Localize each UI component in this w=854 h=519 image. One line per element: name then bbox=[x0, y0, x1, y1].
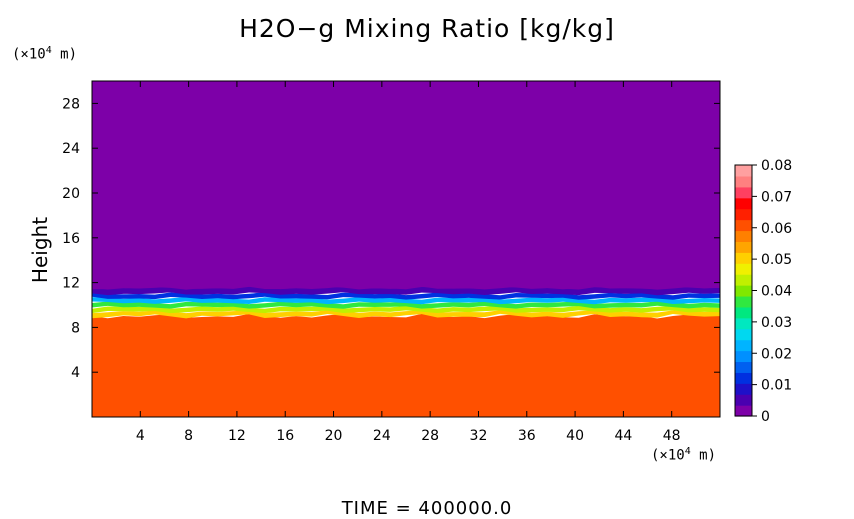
colorbar-swatch bbox=[735, 186, 752, 199]
y-tick-label: 24 bbox=[62, 141, 80, 157]
y-tick-label: 8 bbox=[71, 320, 80, 336]
colorbar-swatch bbox=[735, 372, 752, 384]
x-tick-label: 32 bbox=[470, 428, 488, 444]
contour-field bbox=[92, 81, 720, 417]
colorbar-swatch bbox=[735, 405, 752, 417]
y-tick-label: 12 bbox=[62, 276, 80, 292]
colorbar-swatch bbox=[735, 394, 752, 406]
colorbar-swatch bbox=[735, 263, 752, 275]
x-tick-label: 40 bbox=[566, 428, 584, 444]
x-tick-label: 12 bbox=[228, 428, 246, 444]
colorbar-tick-label: 0 bbox=[761, 409, 770, 425]
x-tick-label: 24 bbox=[373, 428, 391, 444]
colorbar-tick-label: 0.03 bbox=[761, 315, 792, 331]
plot-frame bbox=[91, 80, 721, 418]
x-tick-label: 48 bbox=[663, 428, 681, 444]
y-tick-label: 16 bbox=[62, 231, 80, 247]
contour-layer bbox=[92, 301, 720, 309]
colorbar-tick-label: 0.07 bbox=[761, 189, 792, 205]
colorbar-swatch bbox=[735, 197, 752, 210]
chart-title: H2O−g Mixing Ratio [kg/kg] bbox=[239, 14, 615, 43]
y-tick-label: 4 bbox=[71, 365, 80, 381]
colorbar-swatch bbox=[735, 165, 752, 177]
colorbar-swatch bbox=[735, 350, 752, 363]
contour-layer bbox=[92, 296, 720, 305]
colorbar-swatch bbox=[735, 361, 752, 373]
colorbar-tick-label: 0.01 bbox=[761, 378, 792, 394]
x-axis-unit: (×104 m) bbox=[651, 446, 717, 464]
colorbar-swatch bbox=[735, 295, 752, 308]
colorbar-swatch bbox=[735, 317, 752, 330]
y-tick-label: 28 bbox=[62, 96, 80, 112]
colorbar-swatch bbox=[735, 339, 752, 352]
colorbar-tick-label: 0.04 bbox=[761, 284, 792, 300]
x-tick-label: 28 bbox=[421, 428, 439, 444]
x-tick-label: 20 bbox=[325, 428, 343, 444]
colorbar-swatch bbox=[735, 328, 752, 341]
colorbar-swatch bbox=[735, 208, 752, 221]
colorbar-tick-label: 0.05 bbox=[761, 252, 792, 268]
colorbar-swatch bbox=[735, 219, 752, 232]
contour-layer bbox=[92, 81, 720, 290]
x-tick-label: 16 bbox=[276, 428, 294, 444]
y-axis-label: Height bbox=[28, 216, 52, 284]
colorbar-swatch bbox=[735, 274, 752, 286]
y-tick-label: 20 bbox=[62, 186, 80, 202]
colorbar-swatch bbox=[735, 306, 752, 319]
colorbar-swatch bbox=[735, 241, 752, 253]
x-tick-label: 44 bbox=[614, 428, 632, 444]
x-tick-label: 36 bbox=[518, 428, 536, 444]
colorbar-swatch bbox=[735, 230, 752, 242]
colorbar-swatch bbox=[735, 285, 752, 297]
colorbar-tick-label: 0.06 bbox=[761, 221, 792, 237]
colorbar-swatch bbox=[735, 383, 752, 395]
x-tick-label: 4 bbox=[136, 428, 145, 444]
colorbar-tick-label: 0.02 bbox=[761, 346, 792, 362]
time-footer: TIME = 400000.0 bbox=[341, 498, 513, 519]
contour-layer bbox=[92, 313, 720, 417]
colorbar-swatch bbox=[735, 175, 752, 188]
colorbar: 0 0.01 0.02 0.03 0.04 0.05 0.06 0.07 0.08 bbox=[734, 158, 792, 425]
y-axis-unit: (×104 m) bbox=[12, 45, 78, 63]
contour-layer bbox=[92, 310, 720, 319]
colorbar-swatch bbox=[735, 252, 752, 264]
x-tick-label: 8 bbox=[184, 428, 193, 444]
colorbar-tick-label: 0.08 bbox=[761, 158, 792, 174]
